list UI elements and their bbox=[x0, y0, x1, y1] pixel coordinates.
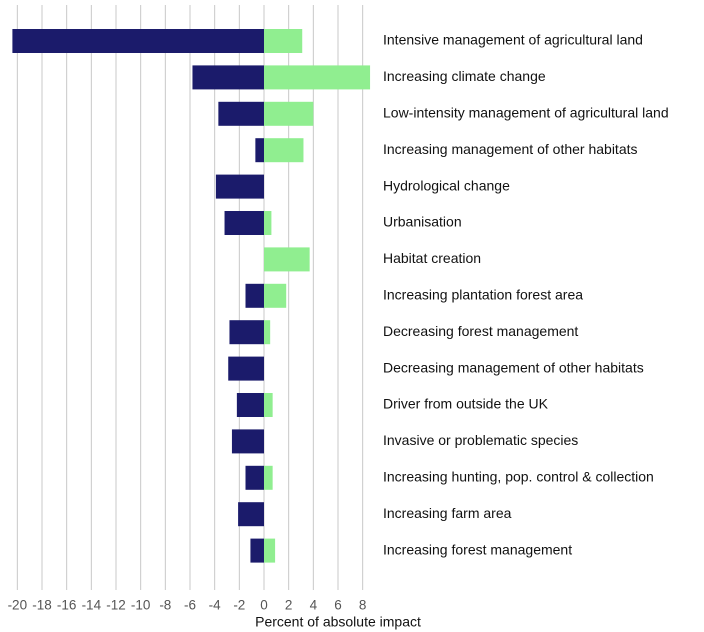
x-tick-label: 2 bbox=[285, 598, 293, 613]
x-tick-label: -8 bbox=[159, 598, 171, 613]
category-label: Increasing management of other habitats bbox=[383, 141, 638, 157]
bar bbox=[264, 29, 303, 53]
x-tick-label: -2 bbox=[233, 598, 245, 613]
x-tick-label: -16 bbox=[57, 598, 77, 613]
x-tick-label: 6 bbox=[334, 598, 342, 613]
x-tick-label: -20 bbox=[8, 598, 28, 613]
category-label: Low-intensity management of agricultural… bbox=[383, 105, 669, 121]
category-label: Decreasing management of other habitats bbox=[383, 359, 644, 375]
bar bbox=[245, 283, 264, 308]
category-label: Urbanisation bbox=[383, 214, 462, 230]
bar bbox=[192, 65, 264, 90]
bar bbox=[264, 320, 271, 345]
x-axis-title: Percent of absolute impact bbox=[255, 614, 421, 630]
category-label: Intensive management of agricultural lan… bbox=[383, 32, 643, 48]
category-label: Driver from outside the UK bbox=[383, 396, 549, 412]
bar bbox=[12, 29, 265, 53]
x-tick-label: -6 bbox=[184, 598, 196, 613]
category-label: Increasing climate change bbox=[383, 68, 546, 84]
category-label: Decreasing forest management bbox=[383, 323, 578, 339]
bar bbox=[236, 393, 264, 417]
category-label: Increasing hunting, pop. control & colle… bbox=[383, 469, 654, 485]
bar bbox=[245, 465, 264, 490]
bar bbox=[264, 101, 314, 126]
bar bbox=[218, 101, 264, 126]
x-tick-label: 8 bbox=[359, 598, 367, 613]
bar bbox=[264, 65, 371, 90]
x-tick-label: -10 bbox=[131, 598, 151, 613]
category-label: Invasive or problematic species bbox=[383, 432, 578, 448]
bar bbox=[224, 211, 264, 235]
x-tick-label: -14 bbox=[82, 598, 102, 613]
category-label: Hydrological change bbox=[383, 177, 510, 193]
bar bbox=[264, 465, 273, 490]
category-label: Habitat creation bbox=[383, 250, 481, 266]
bar bbox=[264, 538, 276, 563]
bar bbox=[238, 502, 264, 527]
category-label: Increasing farm area bbox=[383, 505, 512, 521]
bar bbox=[264, 283, 287, 308]
x-tick-label: 4 bbox=[310, 598, 318, 613]
bar bbox=[231, 429, 264, 454]
category-label: Increasing forest management bbox=[383, 541, 572, 557]
bar bbox=[264, 393, 273, 417]
bar bbox=[264, 247, 310, 272]
bar bbox=[250, 538, 264, 563]
x-tick-label: -18 bbox=[32, 598, 52, 613]
bar bbox=[229, 320, 264, 345]
bar bbox=[264, 211, 272, 235]
bar bbox=[228, 356, 264, 381]
bar bbox=[215, 174, 264, 199]
x-tick-label: 0 bbox=[260, 598, 268, 613]
x-tick-label: -4 bbox=[209, 598, 221, 613]
bar bbox=[264, 138, 304, 163]
category-label: Increasing plantation forest area bbox=[383, 287, 583, 303]
bar bbox=[255, 138, 264, 163]
x-tick-label: -12 bbox=[106, 598, 126, 613]
